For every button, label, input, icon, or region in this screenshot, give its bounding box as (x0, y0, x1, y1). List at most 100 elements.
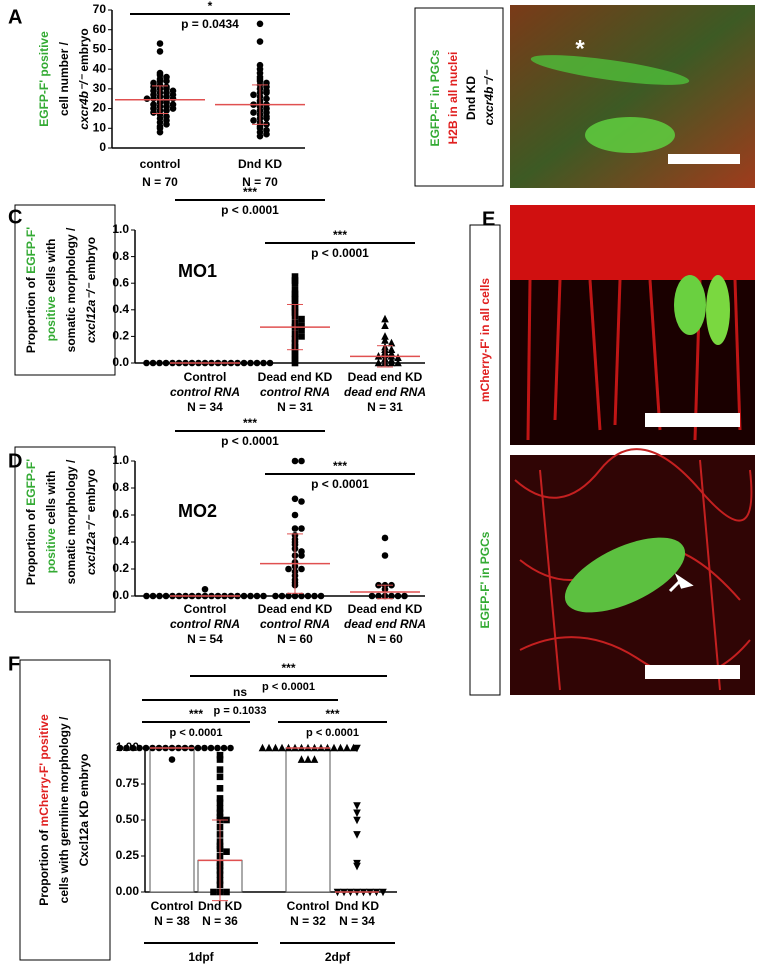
significance: *** (333, 228, 347, 242)
data-point (304, 592, 312, 600)
data-point (216, 773, 224, 781)
chart: EGFP-F' positive cell number / cxcr4b⁻/⁻ e… (37, 0, 305, 189)
data-point (291, 295, 299, 303)
p-value: p < 0.0001 (311, 477, 369, 491)
data-point (201, 744, 208, 752)
data-point (150, 109, 157, 116)
ylabel-box (19, 659, 111, 961)
y-tick-label: 0.75 (116, 776, 140, 790)
data-point (216, 809, 224, 817)
data-point (263, 130, 270, 138)
y-tick-label: 0.4 (112, 302, 129, 316)
label-part: positive (44, 296, 58, 342)
data-point (256, 132, 264, 140)
data-point (265, 743, 273, 752)
data-point (260, 592, 267, 600)
data-point (353, 802, 361, 810)
cell (674, 275, 706, 335)
label-part: cxcr4b⁻/⁻ (77, 73, 91, 129)
cell (585, 117, 675, 153)
label-part: embryo (84, 469, 98, 516)
y-tick-label: 50 (93, 42, 107, 56)
y-axis-label: Proportion of mCherry-F' positive (37, 714, 51, 906)
y-tick-label: 40 (93, 61, 107, 75)
data-point (227, 744, 234, 752)
data-point (368, 592, 376, 600)
y-tick-label: 30 (93, 81, 107, 95)
data-point (169, 95, 177, 103)
x-tick-label: control (140, 157, 181, 171)
p-value: p < 0.0001 (221, 434, 279, 448)
x-tick-sublabel: dead end RNA (344, 617, 426, 631)
y-tick-label: 0.2 (112, 329, 129, 343)
data-point (136, 744, 143, 752)
data-point (169, 105, 177, 112)
data-point (394, 353, 402, 361)
data-point (387, 338, 396, 347)
data-point (353, 816, 361, 825)
significance: *** (325, 707, 339, 721)
data-point (123, 744, 130, 752)
y-tick-label: 0.00 (116, 884, 140, 898)
data-point (291, 457, 299, 465)
data-point (247, 359, 254, 367)
panel-letter: A (8, 6, 22, 28)
data-point (387, 345, 396, 353)
data-point (374, 358, 383, 367)
data-point (291, 286, 299, 294)
data-point (375, 592, 382, 600)
data-point (291, 349, 299, 356)
cell (530, 55, 690, 85)
x-tick-label: Dnd KD (198, 899, 242, 913)
x-tick-note: N = 70 (142, 175, 178, 189)
x-tick-label: Dead end KD (258, 370, 333, 384)
data-point (272, 592, 279, 600)
label-part: somatic morphology / (64, 227, 78, 352)
data-point (394, 592, 402, 600)
data-point (387, 358, 396, 367)
data-point (258, 743, 267, 752)
x-tick-sublabel: control RNA (170, 617, 240, 631)
data-point (201, 585, 209, 593)
data-point (263, 89, 270, 97)
x-tick-note: N = 60 (277, 632, 313, 646)
y-axis-label: EGFP-F' positive (37, 31, 51, 127)
y-tick-label: 0.0 (112, 588, 129, 602)
data-point (381, 552, 389, 559)
y-axis-label: cxcr4b⁻/⁻ embryo (77, 28, 91, 129)
p-value: p = 0.1033 (214, 705, 267, 717)
arrow (668, 573, 694, 593)
label-part: cells with (44, 471, 58, 528)
data-point (349, 743, 358, 752)
bar (149, 747, 195, 893)
chart: Proportion of mCherry-F' positive cells w… (19, 659, 397, 964)
data-point (353, 862, 361, 871)
y-tick-label: 1.0 (112, 222, 129, 236)
data-point (381, 332, 389, 340)
data-point (162, 592, 170, 600)
y-tick-label: 0.6 (112, 507, 129, 521)
x-tick-label: Dnd KD (335, 899, 379, 913)
y-tick-label: 20 (93, 101, 107, 115)
data-point (168, 756, 176, 763)
data-point (263, 115, 270, 122)
data-point (207, 744, 215, 752)
data-point (156, 359, 163, 367)
data-point (143, 359, 150, 367)
y-axis-label: Proportion of EGFP-F' (24, 459, 38, 585)
data-point (330, 743, 338, 752)
y-axis-label: cells with germline morphology / (57, 716, 71, 903)
data-point (298, 333, 305, 340)
group-label: 2dpf (325, 950, 351, 964)
label-part: cxcl12a⁻/⁻ (84, 514, 98, 575)
data-point (150, 95, 157, 103)
data-point (311, 592, 318, 600)
panel-label: MO1 (178, 261, 217, 281)
data-point (143, 592, 150, 600)
chart: Proportion of EGFP-F' positive cells with… (14, 185, 426, 414)
y-axis-label: cxcl12a⁻/⁻ embryo (84, 237, 98, 343)
y-tick-label: 0.0 (112, 355, 129, 369)
x-tick-note: N = 54 (187, 632, 223, 646)
x-tick-note: N = 36 (202, 914, 238, 928)
y-axis-label: Cxcl12a KD embryo (77, 754, 91, 867)
